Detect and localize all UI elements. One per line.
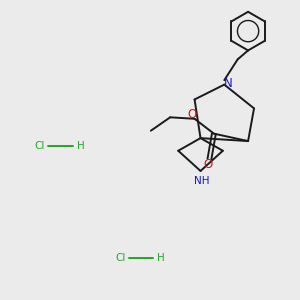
Text: Cl: Cl — [35, 140, 45, 151]
Text: Cl: Cl — [115, 254, 125, 263]
Text: H: H — [158, 254, 165, 263]
Text: O: O — [203, 158, 213, 171]
Text: H: H — [77, 140, 85, 151]
Text: O: O — [188, 108, 197, 121]
Text: NH: NH — [194, 176, 210, 186]
Text: N: N — [224, 76, 232, 90]
